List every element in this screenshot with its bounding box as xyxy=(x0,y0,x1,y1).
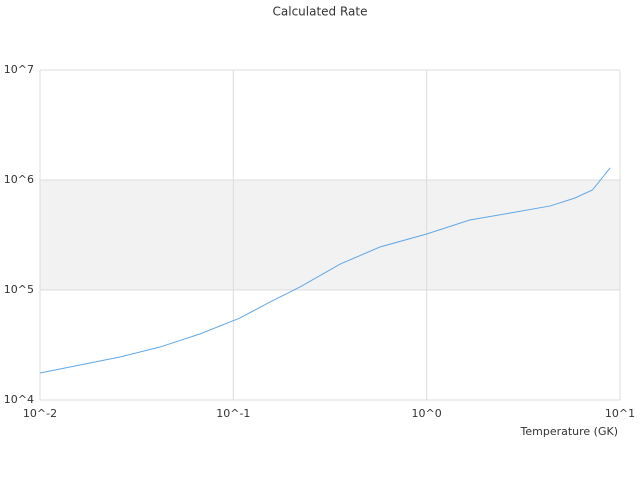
x-tick-label: 10^-1 xyxy=(216,407,250,420)
grid-band xyxy=(40,180,620,290)
x-axis-label: Temperature (GK) xyxy=(520,425,619,438)
y-tick-label: 10^4 xyxy=(4,393,34,406)
y-tick-label: 10^5 xyxy=(4,283,34,296)
y-tick-label: 10^7 xyxy=(4,63,34,76)
y-tick-label: 10^6 xyxy=(4,173,34,186)
x-tick-label: 10^-2 xyxy=(23,407,57,420)
x-tick-label: 10^0 xyxy=(412,407,442,420)
x-tick-label: 10^1 xyxy=(605,407,635,420)
chart-title: Calculated Rate xyxy=(273,5,368,19)
data-line xyxy=(39,167,611,374)
